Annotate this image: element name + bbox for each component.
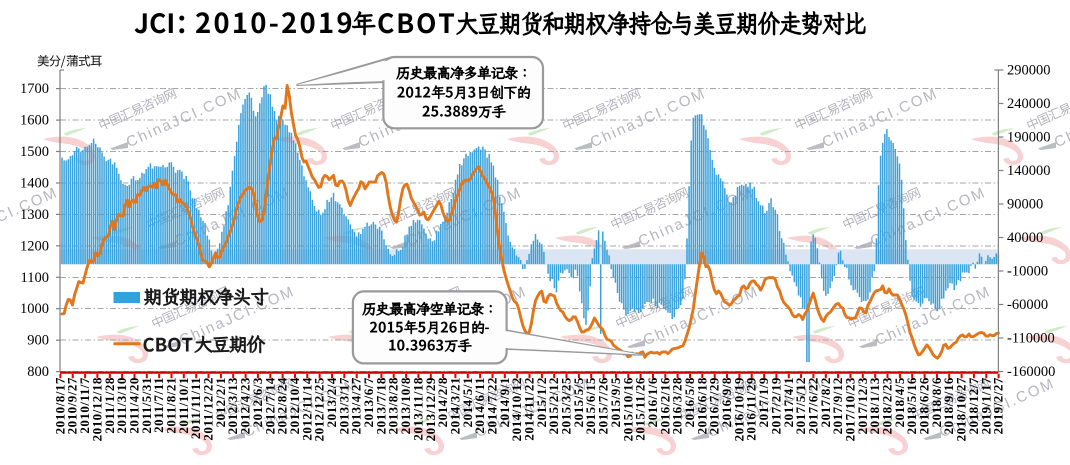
svg-text:2010/8/17: 2010/8/17 — [52, 377, 67, 434]
svg-text:2013/4/27: 2013/4/27 — [349, 377, 364, 434]
svg-text:2015/1/2: 2015/1/2 — [534, 377, 549, 427]
svg-text:2015/3/25: 2015/3/25 — [559, 377, 574, 434]
svg-text:2013/8/28: 2013/8/28 — [386, 377, 401, 434]
svg-text:-10000: -10000 — [1007, 264, 1048, 280]
svg-text:2013/6/7: 2013/6/7 — [361, 377, 376, 427]
svg-text:2013/12/29: 2013/12/29 — [423, 377, 438, 441]
svg-text:2015/10/16: 2015/10/16 — [620, 377, 635, 441]
svg-text:2015/11/26: 2015/11/26 — [633, 377, 648, 441]
svg-text:40000: 40000 — [1007, 230, 1043, 246]
svg-text:2017/1/9: 2017/1/9 — [756, 377, 771, 427]
svg-text:2014/6/11: 2014/6/11 — [472, 377, 487, 434]
svg-text:-60000: -60000 — [1007, 297, 1048, 313]
svg-text:2014/3/21: 2014/3/21 — [447, 377, 462, 434]
svg-text:2018/2/23: 2018/2/23 — [880, 377, 895, 434]
svg-text:2017/6/22: 2017/6/22 — [805, 377, 820, 434]
svg-text:1300: 1300 — [20, 207, 49, 223]
svg-text:2015/7/26: 2015/7/26 — [596, 377, 611, 434]
svg-text:2012/3/13: 2012/3/13 — [225, 377, 240, 434]
svg-text:2013/3/17: 2013/3/17 — [336, 377, 351, 434]
svg-text:240000: 240000 — [1007, 96, 1051, 112]
svg-text:1200: 1200 — [20, 238, 49, 254]
svg-text:2017/2/19: 2017/2/19 — [768, 377, 783, 434]
svg-text:2017/10/23: 2017/10/23 — [843, 377, 858, 441]
svg-text:1000: 1000 — [20, 301, 49, 317]
svg-text:2016/10/19: 2016/10/19 — [731, 377, 746, 441]
svg-text:2012/12/25: 2012/12/25 — [312, 377, 327, 441]
svg-text:2015/5/5: 2015/5/5 — [571, 377, 586, 427]
svg-text:2012/10/4: 2012/10/4 — [287, 377, 302, 434]
svg-text:2015/6/15: 2015/6/15 — [583, 377, 598, 434]
svg-text:2018/8/6: 2018/8/6 — [929, 377, 944, 427]
svg-text:2010/9/27: 2010/9/27 — [65, 377, 80, 434]
svg-text:2011/1/28: 2011/1/28 — [102, 377, 117, 434]
svg-text:2012/4/23: 2012/4/23 — [238, 377, 253, 434]
svg-text:2017/9/12: 2017/9/12 — [830, 377, 845, 434]
svg-text:2010/11/7: 2010/11/7 — [77, 377, 92, 434]
svg-text:2012/7/14: 2012/7/14 — [262, 377, 277, 434]
svg-text:2016/5/8: 2016/5/8 — [682, 377, 697, 427]
svg-text:2019/1/17: 2019/1/17 — [978, 377, 993, 434]
svg-text:2018/10/27: 2018/10/27 — [954, 377, 969, 441]
svg-text:2012/8/24: 2012/8/24 — [275, 377, 290, 434]
svg-text:800: 800 — [27, 364, 49, 380]
svg-text:2012/2/1: 2012/2/1 — [213, 377, 228, 427]
svg-text:2017/12/3: 2017/12/3 — [855, 377, 870, 434]
svg-text:2018/4/5: 2018/4/5 — [892, 377, 907, 427]
svg-text:2018/6/26: 2018/6/26 — [917, 377, 932, 434]
svg-text:2016/11/29: 2016/11/29 — [744, 377, 759, 441]
svg-text:2014/2/8: 2014/2/8 — [435, 377, 450, 427]
svg-text:2012/11/14: 2012/11/14 — [299, 377, 314, 441]
svg-text:2016/6/18: 2016/6/18 — [694, 377, 709, 434]
svg-text:2010/12/18: 2010/12/18 — [89, 377, 104, 441]
svg-text:2016/1/6: 2016/1/6 — [645, 377, 660, 427]
svg-text:2017/8/2: 2017/8/2 — [818, 377, 833, 427]
svg-text:2016/3/28: 2016/3/28 — [670, 377, 685, 434]
svg-text:2016/7/29: 2016/7/29 — [707, 377, 722, 434]
svg-text:2014/10/12: 2014/10/12 — [509, 377, 524, 441]
svg-text:-110000: -110000 — [1007, 331, 1055, 347]
svg-text:2011/12/22: 2011/12/22 — [201, 377, 216, 441]
svg-text:2017/5/12: 2017/5/12 — [793, 377, 808, 434]
svg-text:1700: 1700 — [20, 81, 49, 97]
svg-text:1600: 1600 — [20, 113, 49, 129]
svg-text:1500: 1500 — [20, 144, 49, 160]
svg-text:2011/8/21: 2011/8/21 — [164, 377, 179, 434]
svg-text:2012/6/3: 2012/6/3 — [250, 377, 265, 427]
svg-text:2018/1/13: 2018/1/13 — [867, 377, 882, 434]
svg-text:2011/11/11: 2011/11/11 — [188, 377, 203, 439]
svg-text:2013/2/4: 2013/2/4 — [324, 377, 339, 427]
svg-text:2011/10/1: 2011/10/1 — [176, 377, 191, 434]
svg-text:2018/9/16: 2018/9/16 — [941, 377, 956, 434]
svg-text:2018/5/16: 2018/5/16 — [904, 377, 919, 434]
svg-text:1400: 1400 — [20, 176, 49, 192]
svg-text:2018/12/7: 2018/12/7 — [966, 377, 981, 434]
svg-text:140000: 140000 — [1007, 163, 1051, 179]
svg-text:2011/4/20: 2011/4/20 — [127, 377, 142, 434]
svg-text:2019/2/27: 2019/2/27 — [991, 377, 1006, 434]
svg-text:290000: 290000 — [1007, 63, 1051, 79]
svg-text:2016/2/16: 2016/2/16 — [657, 377, 672, 434]
svg-text:2015/9/5: 2015/9/5 — [608, 377, 623, 427]
svg-text:2013/10/8: 2013/10/8 — [398, 377, 413, 434]
svg-text:2014/5/1: 2014/5/1 — [460, 377, 475, 427]
svg-text:2013/7/18: 2013/7/18 — [373, 377, 388, 434]
svg-text:2011/3/10: 2011/3/10 — [114, 377, 129, 434]
svg-text:900: 900 — [27, 333, 49, 349]
svg-text:2011/7/11: 2011/7/11 — [151, 377, 166, 433]
svg-text:1100: 1100 — [21, 270, 49, 286]
svg-text:2013/11/18: 2013/11/18 — [410, 377, 425, 441]
svg-text:2014/7/22: 2014/7/22 — [485, 377, 500, 434]
svg-text:2014/11/22: 2014/11/22 — [522, 377, 537, 441]
svg-text:2016/9/8: 2016/9/8 — [719, 377, 734, 427]
svg-text:2011/5/31: 2011/5/31 — [139, 377, 154, 434]
svg-text:2015/2/12: 2015/2/12 — [546, 377, 561, 434]
svg-text:-160000: -160000 — [1007, 364, 1055, 380]
svg-text:190000: 190000 — [1007, 130, 1051, 146]
svg-text:2014/9/1: 2014/9/1 — [497, 377, 512, 427]
svg-text:2017/4/1: 2017/4/1 — [781, 377, 796, 427]
svg-text:90000: 90000 — [1007, 197, 1043, 213]
